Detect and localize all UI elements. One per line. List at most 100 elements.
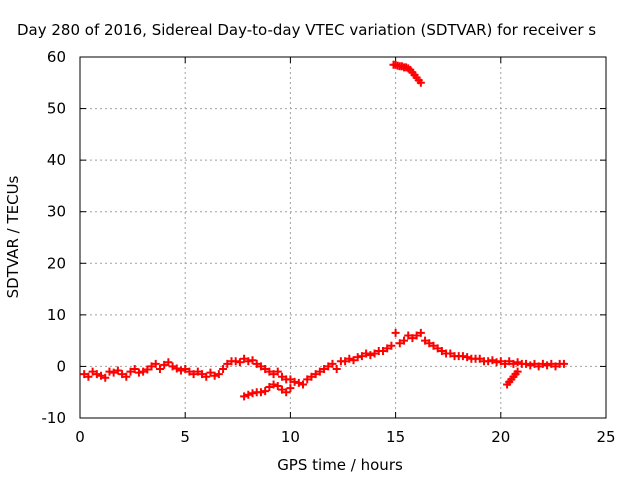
- data-point: [395, 339, 404, 348]
- data-point: [332, 365, 341, 374]
- data-point: [341, 357, 350, 366]
- data-point: [210, 371, 219, 380]
- data-point: [408, 334, 417, 343]
- data-point: [164, 358, 173, 367]
- data-point: [505, 357, 514, 366]
- data-point: [303, 375, 312, 384]
- data-point: [113, 366, 122, 375]
- data-point: [492, 358, 501, 367]
- data-point: [105, 367, 114, 376]
- data-point: [437, 346, 446, 355]
- data-point: [134, 368, 143, 377]
- data-point: [522, 359, 531, 368]
- data-point: [509, 359, 518, 368]
- data-point: [353, 353, 362, 362]
- data-point: [328, 359, 337, 368]
- data-point: [97, 371, 106, 380]
- data-point: [176, 366, 185, 375]
- data-point: [282, 388, 291, 397]
- data-point: [345, 354, 354, 363]
- data-point: [320, 365, 329, 374]
- y-tick-label: 30: [47, 203, 66, 221]
- data-point: [400, 336, 409, 345]
- x-tick-label: 10: [281, 428, 300, 446]
- data-point: [143, 365, 152, 374]
- data-point: [261, 365, 270, 374]
- data-point: [160, 360, 169, 369]
- data-point: [421, 336, 430, 345]
- data-point: [198, 370, 207, 379]
- data-point: [265, 383, 274, 392]
- data-point: [425, 339, 434, 348]
- data-point: [366, 351, 375, 360]
- data-point: [315, 367, 324, 376]
- data-point: [286, 384, 295, 393]
- data-point: [101, 373, 110, 382]
- data-point: [530, 359, 539, 368]
- data-point: [261, 387, 270, 396]
- data-point: [286, 375, 295, 384]
- data-point: [370, 349, 379, 358]
- data-point: [387, 341, 396, 350]
- x-tick-label: 0: [75, 428, 85, 446]
- data-point: [269, 380, 278, 389]
- data-point: [416, 328, 425, 337]
- y-tick-label: 20: [47, 254, 66, 272]
- data-point: [118, 370, 127, 379]
- y-tick-label: 0: [56, 357, 66, 375]
- y-tick-label: 50: [47, 100, 66, 118]
- data-point: [543, 361, 552, 370]
- data-point: [349, 356, 358, 365]
- data-point: [172, 364, 181, 373]
- data-point: [252, 359, 261, 368]
- data-point: [416, 78, 425, 87]
- chart-title: Day 280 of 2016, Sidereal Day-to-day VTE…: [17, 21, 596, 39]
- data-point: [248, 356, 257, 365]
- data-point: [277, 372, 286, 381]
- data-point: [80, 370, 89, 379]
- plot-frame: [79, 56, 607, 419]
- data-point: [273, 382, 282, 391]
- data-point: [147, 362, 156, 371]
- data-point: [273, 367, 282, 376]
- data-point: [433, 344, 442, 353]
- data-point: [248, 389, 257, 398]
- data-point: [378, 346, 387, 355]
- data-point: [235, 358, 244, 367]
- x-axis-label: GPS time / hours: [277, 456, 403, 474]
- x-tick-marks: [79, 57, 607, 418]
- x-tick-label: 25: [596, 428, 615, 446]
- data-point: [551, 362, 560, 371]
- y-tick-label: 40: [47, 151, 66, 169]
- data-point: [256, 362, 265, 371]
- data-point: [391, 328, 400, 337]
- data-points: [80, 60, 568, 401]
- data-point: [122, 372, 131, 381]
- data-point: [185, 367, 194, 376]
- data-point: [109, 368, 118, 377]
- data-point: [404, 331, 413, 340]
- x-tick-label: 20: [491, 428, 510, 446]
- data-point: [294, 378, 303, 387]
- x-tick-label: 15: [386, 428, 405, 446]
- data-point: [488, 356, 497, 365]
- data-point: [513, 367, 522, 376]
- data-point: [155, 365, 164, 374]
- data-point: [265, 367, 274, 376]
- data-point: [206, 368, 215, 377]
- data-point: [526, 361, 535, 370]
- data-point: [189, 370, 198, 379]
- data-point: [324, 362, 333, 371]
- data-point: [231, 357, 240, 366]
- y-tick-marks: [80, 56, 606, 419]
- x-tick-label: 5: [180, 428, 190, 446]
- data-point: [223, 359, 232, 368]
- data-point: [193, 367, 202, 376]
- data-point: [362, 349, 371, 358]
- data-point: [357, 352, 366, 361]
- data-point: [534, 362, 543, 371]
- y-tick-label: 10: [47, 306, 66, 324]
- data-point: [412, 331, 421, 340]
- data-point: [513, 358, 522, 367]
